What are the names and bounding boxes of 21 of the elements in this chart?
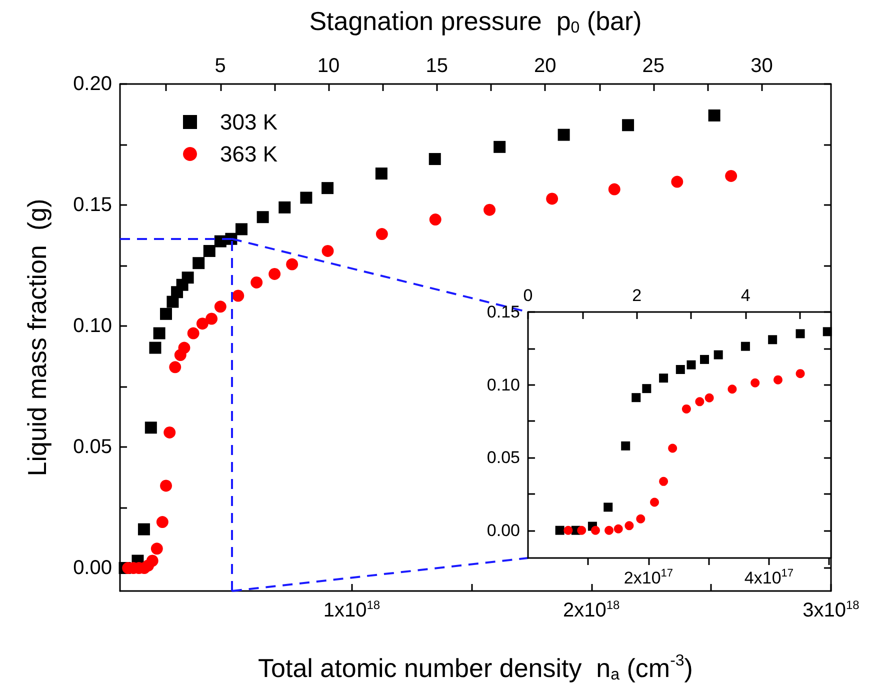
- x2-tick-label: 25: [642, 55, 665, 77]
- y-tick-label: 0.20: [73, 73, 112, 95]
- x2-tick-label: 15: [426, 55, 448, 77]
- y-tick-label: 0.05: [73, 436, 112, 458]
- y-tick-label: 0.15: [73, 194, 112, 216]
- y-axis-title: Liquid mass fraction (g): [22, 198, 52, 476]
- x2-tick-label: 10: [317, 55, 340, 77]
- y-tick-label: 0.00: [73, 557, 112, 580]
- x2-tick-label: 2: [632, 286, 642, 305]
- y-tick-label: 0.10: [73, 315, 112, 338]
- legend-label: 303 K: [220, 110, 278, 134]
- legend-label: 363 K: [220, 142, 278, 166]
- y-tick-label: 0.00: [486, 520, 520, 540]
- x2-tick-label: 20: [534, 55, 556, 77]
- x2-tick-label: 0: [523, 286, 533, 305]
- x2-tick-label: 4: [740, 286, 750, 305]
- x2-tick-label: 30: [750, 55, 773, 77]
- y-tick-label: 0.05: [486, 448, 520, 468]
- x2-tick-label: 5: [214, 55, 226, 77]
- y-tick-label: 0.15: [486, 302, 520, 322]
- y-tick-label: 0.10: [486, 375, 520, 394]
